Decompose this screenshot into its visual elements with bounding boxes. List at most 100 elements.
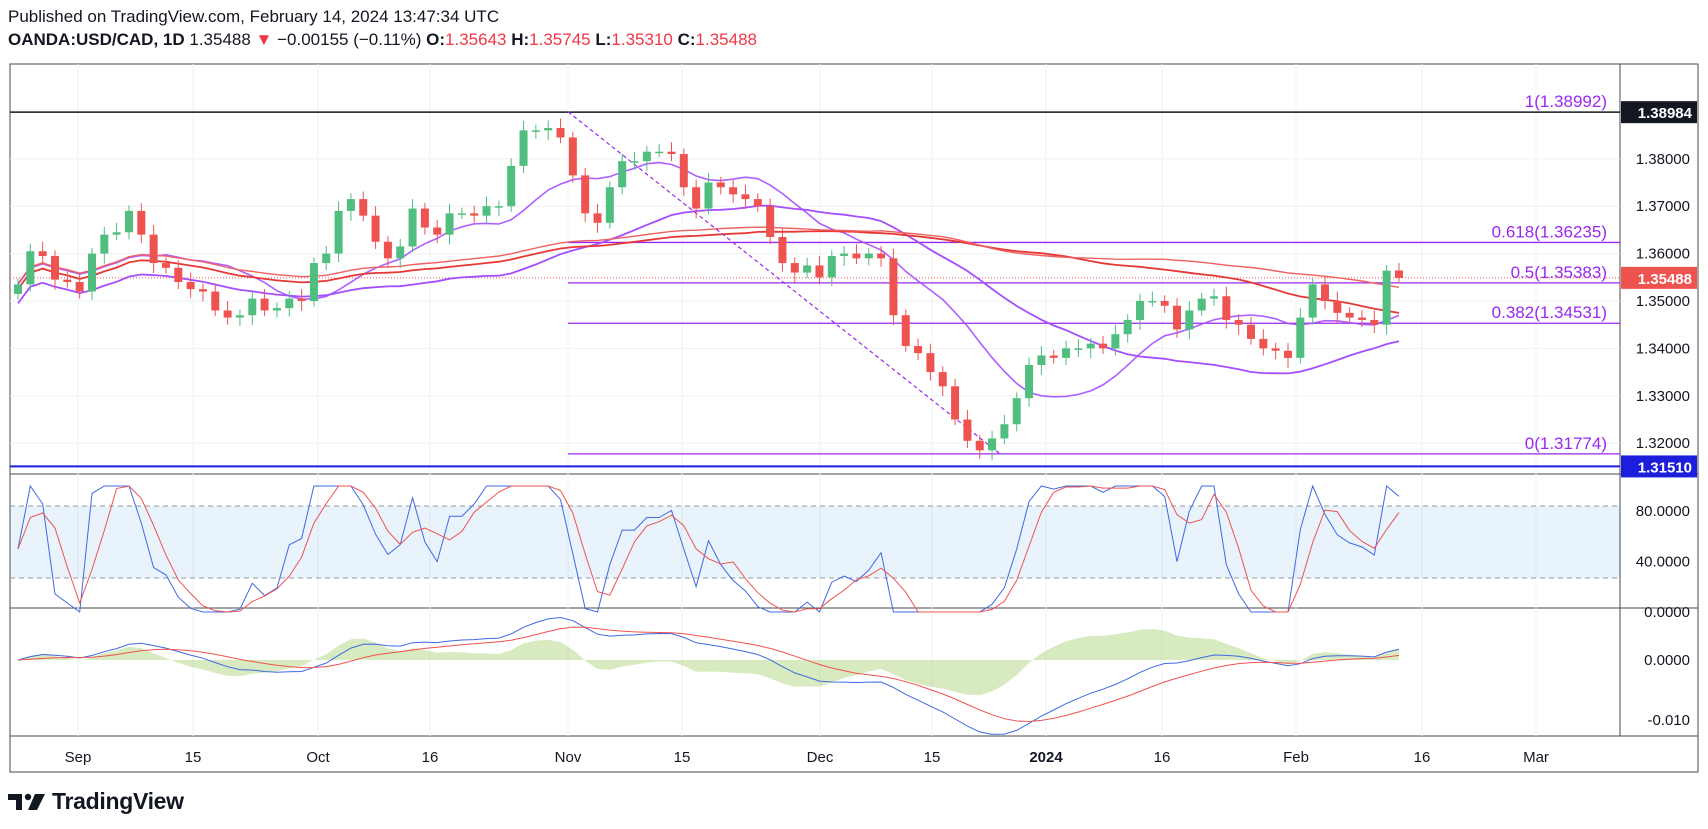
candle-body (1197, 298, 1206, 311)
candle-body (1247, 324, 1255, 339)
candle-body (248, 298, 257, 316)
candle-body (334, 210, 343, 254)
candle-body (618, 161, 627, 188)
candle-body (827, 255, 836, 278)
high-price-badge-bg (1621, 101, 1697, 124)
candle-body (297, 298, 306, 301)
x-tick-label: 15 (674, 749, 691, 766)
candle-body (864, 253, 873, 259)
high-value: 1.35745 (529, 30, 591, 49)
candle-body (186, 282, 195, 290)
moving-average-red (17, 230, 1400, 314)
candle-body (531, 130, 540, 132)
moving-average-red-slow (17, 226, 1400, 288)
down-arrow-icon: ▼ (255, 30, 273, 49)
candle-body (1210, 296, 1219, 299)
x-tick-label: Feb (1283, 749, 1309, 766)
low-label: L: (595, 30, 612, 49)
close-label: C: (677, 30, 696, 49)
candle-body (1333, 300, 1342, 313)
candle-body (285, 298, 294, 309)
candle-body (100, 234, 109, 254)
candle-body (1234, 319, 1243, 325)
candle-body (1025, 364, 1034, 399)
candle-body (630, 161, 639, 163)
fib-level-label: 0.618(1.36235) (1492, 222, 1607, 241)
candle-body (470, 213, 479, 216)
candle-body (223, 310, 232, 318)
candle-body (26, 251, 35, 285)
candle-body (445, 213, 454, 235)
candle-body (322, 253, 331, 264)
candle-body (1259, 338, 1268, 349)
candle-body (679, 154, 688, 188)
candle-body (1012, 398, 1021, 425)
candle-body (482, 206, 491, 216)
x-tick-label: Nov (555, 749, 582, 766)
candle-body (716, 182, 725, 188)
candle-body (1320, 284, 1329, 301)
candle-body (729, 187, 738, 195)
macd-tick-label: 0.0000 (1644, 652, 1690, 669)
candle-body (544, 127, 553, 131)
candle-body (568, 137, 577, 176)
candle-body (211, 291, 220, 311)
candle-body (951, 386, 960, 420)
candle-body (1185, 310, 1194, 330)
symbol-label[interactable]: OANDA:USD/CAD, 1D (8, 30, 185, 49)
candle-body (63, 279, 72, 283)
candle-body (1173, 305, 1182, 330)
rsi-tick-label: 40.0000 (1636, 554, 1690, 571)
candle-body (766, 206, 775, 238)
candle-body (420, 208, 429, 228)
fib-level-label: 1(1.38992) (1525, 92, 1607, 111)
fib-level-label: 0(1.31774) (1525, 434, 1607, 453)
macd-tick-label: -0.010 (1647, 712, 1690, 729)
macd-line (17, 616, 1400, 735)
candle-body (383, 241, 392, 259)
candle-body (260, 298, 269, 311)
candle-body (840, 253, 849, 256)
candle-body (1049, 355, 1058, 358)
tradingview-brand[interactable]: TradingView (52, 788, 184, 814)
published-line: Published on TradingView.com, February 1… (8, 7, 500, 26)
candle-body (975, 440, 984, 451)
rsi-band (10, 506, 1620, 578)
last-price-badge: 1.35488 (1638, 271, 1692, 288)
candle-body (1000, 424, 1009, 439)
candle-body (1357, 317, 1366, 320)
candle-body (174, 267, 183, 283)
candle-body (852, 253, 861, 259)
low-price-badge-bg (1621, 455, 1697, 478)
candle-body (494, 206, 503, 208)
last-price: 1.35488 (189, 30, 251, 49)
x-tick-label: Mar (1523, 749, 1549, 766)
low-value: 1.35310 (611, 30, 673, 49)
candle-body (741, 194, 750, 200)
candle-body (371, 215, 380, 242)
candle-body (593, 213, 602, 223)
x-tick-label: Dec (807, 749, 834, 766)
candle-body (235, 315, 244, 318)
candle-body (1394, 270, 1403, 278)
price-tick-label: 1.33000 (1636, 388, 1690, 405)
x-tick-label: 16 (1414, 749, 1431, 766)
fib-trend-line[interactable] (567, 111, 1001, 455)
candle-body (667, 151, 676, 155)
candle-body (692, 187, 701, 209)
macd-signal-line (17, 626, 1400, 723)
candle-body (1271, 348, 1280, 351)
candle-body (1160, 300, 1169, 306)
price-tick-label: 1.35000 (1636, 293, 1690, 310)
candle-body (1136, 300, 1145, 320)
candle-body (272, 308, 281, 311)
x-tick-label: 16 (1154, 749, 1171, 766)
stochastic-k-line (17, 484, 1400, 613)
fib-level-label: 0.382(1.34531) (1492, 303, 1607, 322)
candle-body (50, 255, 59, 280)
candle-body (1037, 355, 1046, 365)
candle-body (1123, 319, 1132, 335)
candle-body (642, 151, 651, 162)
candle-body (877, 253, 886, 259)
